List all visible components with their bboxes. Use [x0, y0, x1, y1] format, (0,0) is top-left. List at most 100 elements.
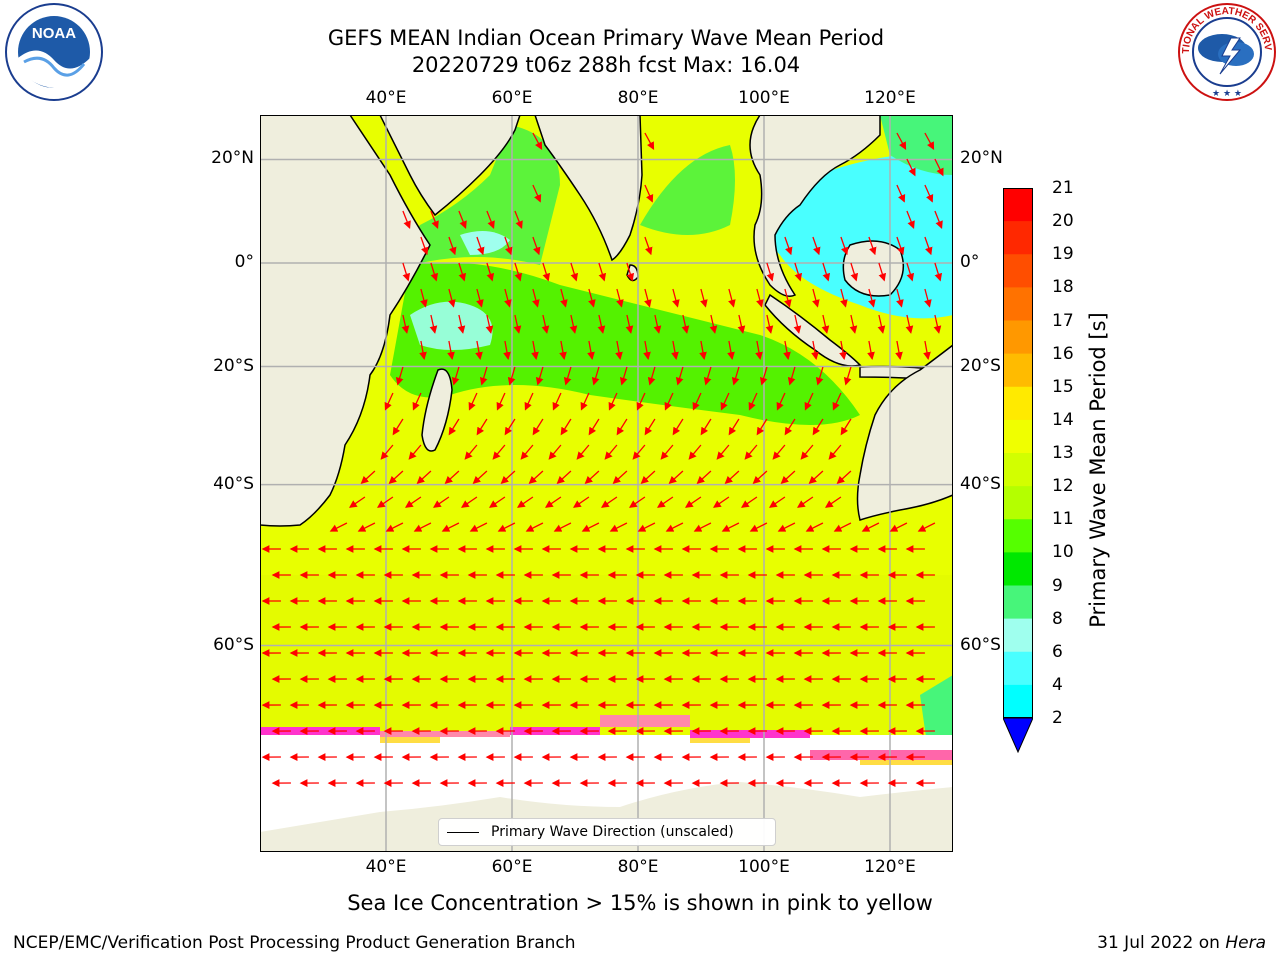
wave-arrow: [716, 444, 730, 460]
colorbar-level-label: 14: [1052, 409, 1074, 430]
wave-arrow: [833, 522, 852, 532]
wave-arrow: [476, 288, 484, 308]
wave-arrow: [700, 418, 712, 436]
latitude-tick-label: 60°S: [213, 634, 254, 655]
bay-of-bengal-green: [640, 145, 735, 235]
legend-line-sample: [447, 831, 479, 833]
wave-arrow: [755, 340, 763, 360]
wave-arrow: [476, 236, 485, 256]
wave-arrow: [843, 366, 852, 386]
wave-arrow: [598, 262, 607, 282]
latitude-tick-label: 20°S: [213, 355, 254, 376]
colorbar-extend-arrow: [1003, 717, 1033, 753]
somali-basin-cyan: [410, 301, 493, 350]
wave-arrow: [840, 288, 848, 308]
wave-arrow: [600, 496, 618, 508]
wave-arrow: [514, 210, 523, 229]
wave-arrow: [933, 314, 942, 334]
footer-credit: NCEP/EMC/Verification Post Processing Pr…: [13, 933, 576, 953]
colorbar-level-label: 10: [1052, 542, 1074, 563]
wave-arrow: [532, 418, 544, 436]
wave-arrow: [748, 392, 758, 411]
wave-arrow: [504, 236, 513, 256]
wave-arrow: [696, 470, 712, 484]
wave-arrow: [840, 418, 852, 436]
wave-arrow: [934, 158, 944, 177]
wave-arrow: [616, 418, 628, 436]
longitude-tick-label: 100°E: [738, 88, 790, 108]
wave-arrow: [419, 340, 427, 360]
wave-arrow: [787, 366, 796, 386]
wave-arrow: [765, 314, 774, 334]
colorbar-segment: [1003, 254, 1033, 288]
colorbar-segment: [1003, 419, 1033, 454]
wave-arrow: [569, 314, 578, 334]
wave-arrow: [924, 132, 935, 150]
wave-arrow: [553, 522, 572, 532]
wave-arrow: [805, 522, 824, 532]
wave-arrow: [500, 470, 516, 484]
wave-arrow: [672, 418, 684, 436]
wave-arrow: [503, 340, 511, 360]
wave-arrow: [644, 132, 655, 150]
wave-arrow: [588, 288, 596, 308]
colorbar-title: Primary Wave Mean Period [s]: [1086, 312, 1110, 628]
wave-arrow: [404, 496, 422, 508]
wave-arrow: [516, 496, 534, 508]
wave-arrow: [420, 288, 428, 308]
latitude-tick-label: 40°S: [213, 473, 254, 494]
wave-arrow: [811, 340, 819, 360]
latitude-tick-label: 20°S: [960, 355, 1001, 376]
wave-arrow: [776, 392, 786, 411]
longitude-tick-label: 40°E: [365, 857, 407, 877]
wave-arrow: [392, 418, 404, 436]
wave-arrow: [644, 236, 653, 256]
wave-arrow: [376, 496, 394, 508]
wave-arrow: [388, 470, 404, 484]
wave-arrow: [524, 392, 534, 411]
footer-machine: Hera: [1225, 933, 1266, 953]
footer-date-text: 31 Jul 2022 on: [1097, 933, 1226, 953]
wave-arrow: [458, 262, 467, 282]
wave-arrow: [731, 366, 740, 386]
wave-arrow: [458, 210, 467, 229]
wave-arrow: [402, 262, 411, 282]
wave-arrow: [429, 314, 438, 334]
wave-arrow: [784, 288, 792, 308]
colorbar-level-label: 9: [1052, 575, 1063, 596]
wave-arrow: [700, 288, 708, 308]
wave-arrow: [513, 314, 522, 334]
wave-arrow: [665, 522, 684, 532]
wave-arrow: [448, 236, 457, 256]
colorbar-level-label: 17: [1052, 310, 1074, 331]
wave-arrow: [812, 288, 820, 308]
wave-arrow: [468, 392, 478, 411]
wave-arrow: [671, 340, 679, 360]
colorbar-segment: [1003, 386, 1033, 421]
wave-arrow: [840, 236, 849, 256]
wave-arrow: [357, 522, 376, 532]
wave-arrow: [612, 470, 628, 484]
colorbar-segment: [1003, 353, 1033, 388]
arabian-cyan-patch: [460, 231, 510, 255]
longitude-tick-label: 100°E: [738, 857, 790, 877]
wave-arrow: [728, 288, 736, 308]
chart-title: GEFS MEAN Indian Ocean Primary Wave Mean…: [327, 26, 885, 50]
wave-arrow: [469, 522, 488, 532]
noaa-logo: NOAA: [5, 3, 103, 101]
wave-arrow: [672, 288, 680, 308]
wave-arrow: [643, 340, 651, 360]
wave-arrow: [496, 392, 506, 411]
colorbar: [1003, 188, 1033, 753]
wave-arrow: [684, 496, 702, 508]
wave-arrow: [832, 392, 842, 411]
wave-arrow: [448, 288, 456, 308]
wave-arrow: [447, 340, 455, 360]
wave-arrow: [688, 444, 702, 460]
wave-arrow: [504, 288, 512, 308]
svg-text:★ ★ ★: ★ ★ ★: [1212, 89, 1242, 99]
wave-arrow: [451, 366, 460, 386]
wave-arrow: [861, 522, 880, 532]
latitude-tick-label: 0°: [960, 251, 980, 272]
wave-arrow: [727, 340, 735, 360]
